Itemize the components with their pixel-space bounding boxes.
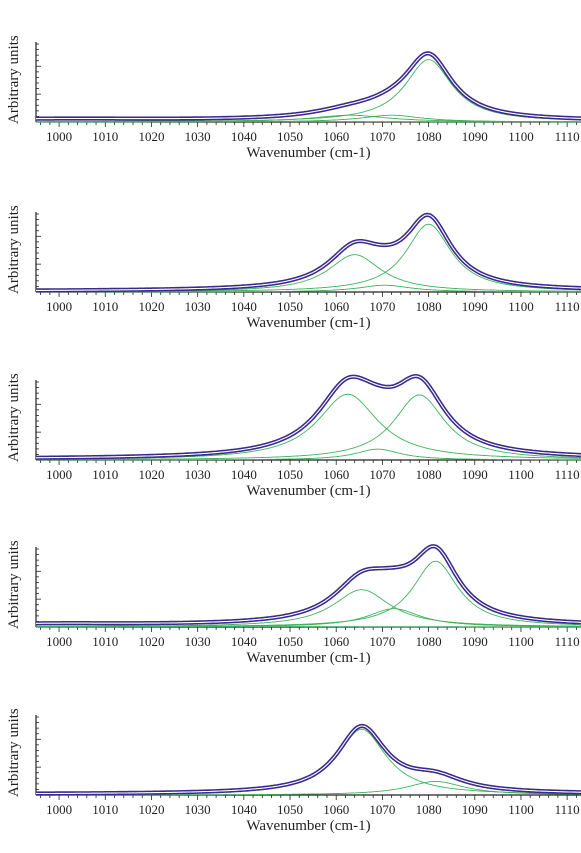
x-tick-label: 1080	[416, 467, 442, 482]
spectrum-panel-2: 1000 1010 1020 1030 1040 1050 1060 1070 1080 1090…	[0, 170, 581, 340]
fitted-envelope-line	[36, 52, 581, 120]
spectrum-plot-3: 1000 1010 1020 1030 1040 1050 1060 1070 1080 1090…	[35, 374, 581, 482]
x-tick-label: 1100	[508, 634, 534, 649]
x-axis-title: Wavenumber (cm-1)	[246, 315, 371, 331]
x-axis-title: Wavenumber (cm-1)	[246, 483, 371, 499]
x-tick-label: 1030	[185, 467, 211, 482]
x-tick-label: 1020	[138, 299, 164, 314]
x-tick-label: 1010	[92, 299, 118, 314]
x-tick-label: 1060	[323, 129, 349, 144]
x-tick-label: 1020	[138, 129, 164, 144]
x-tick-label: 1050	[277, 802, 303, 817]
x-tick-label: 1050	[277, 467, 303, 482]
x-tick-label: 1000	[46, 634, 72, 649]
x-tick-label: 1070	[369, 299, 395, 314]
x-tick-label: 1080	[416, 634, 442, 649]
x-tick-label: 1000	[46, 299, 72, 314]
x-axis-title: Wavenumber (cm-1)	[246, 818, 371, 834]
fitted-envelope-line	[36, 375, 581, 459]
x-tick-label: 1000	[46, 467, 72, 482]
x-tick-label: 1040	[231, 634, 257, 649]
measured-spectrum-line	[35, 723, 581, 796]
x-tick-label: 1050	[277, 634, 303, 649]
spectrum-panel-5: 1000 1010 1020 1030 1040 1050 1060 1070 1080 1090…	[0, 673, 581, 843]
x-tick-label: 1040	[231, 467, 257, 482]
fit-component-2	[36, 589, 581, 628]
x-tick-label: 1060	[323, 467, 349, 482]
x-tick-label: 1040	[231, 129, 257, 144]
x-tick-label: 1010	[92, 129, 118, 144]
x-tick-label: 1050	[277, 299, 303, 314]
fitted-envelope-line	[36, 214, 581, 291]
spectrum-plot-1: 1000 1010 1020 1030 1040 1050 1060 1070 1080 1090…	[35, 42, 581, 144]
spectrum-panel-4: 1000 1010 1020 1030 1040 1050 1060 1070 1080 1090…	[0, 505, 581, 675]
x-tick-label: 1040	[231, 299, 257, 314]
x-tick-label: 1030	[185, 299, 211, 314]
x-tick-label: 1030	[185, 129, 211, 144]
x-tick-label: 1110	[555, 467, 580, 482]
y-axis-title: Arbitrary units	[6, 35, 22, 124]
x-tick-label: 1070	[369, 129, 395, 144]
x-tick-label: 1080	[416, 299, 442, 314]
fit-component-1	[36, 393, 581, 460]
x-tick-label: 1080	[416, 129, 442, 144]
spectrum-plot-4: 1000 1010 1020 1030 1040 1050 1060 1070 1080 1090…	[35, 544, 581, 649]
x-tick-label: 1000	[46, 129, 72, 144]
x-tick-label: 1080	[416, 802, 442, 817]
x-tick-label: 1070	[369, 634, 395, 649]
x-tick-label: 1100	[508, 802, 534, 817]
x-tick-label: 1010	[92, 467, 118, 482]
x-tick-label: 1090	[462, 802, 488, 817]
x-tick-label: 1020	[138, 802, 164, 817]
y-axis-title: Arbitrary units	[6, 708, 22, 797]
x-tick-label: 1030	[185, 634, 211, 649]
x-tick-label: 1060	[323, 634, 349, 649]
x-tick-label: 1090	[462, 129, 488, 144]
x-tick-label: 1020	[138, 634, 164, 649]
x-tick-label: 1110	[555, 129, 580, 144]
fit-component-1	[36, 728, 581, 795]
measured-spectrum-line	[35, 51, 581, 121]
x-tick-label: 1100	[508, 467, 534, 482]
spectrum-plot-5: 1000 1010 1020 1030 1040 1050 1060 1070 1080 1090…	[35, 715, 581, 817]
x-tick-label: 1090	[462, 467, 488, 482]
fitted-envelope-line	[36, 725, 581, 795]
fit-component-1	[36, 560, 581, 628]
measured-spectrum-line	[35, 374, 581, 460]
spectrum-panel-1: 1000 1010 1020 1030 1040 1050 1060 1070 1080 1090…	[0, 0, 581, 170]
x-tick-label: 1090	[462, 634, 488, 649]
fit-component-4	[36, 624, 581, 628]
x-tick-label: 1010	[92, 634, 118, 649]
x-axis-title: Wavenumber (cm-1)	[246, 145, 371, 161]
x-tick-label: 1060	[323, 802, 349, 817]
fit-component-3	[36, 608, 581, 628]
fitted-envelope-line	[36, 545, 581, 624]
x-tick-label: 1020	[138, 467, 164, 482]
fit-component-3	[36, 114, 581, 123]
spectrum-plot-2: 1000 1010 1020 1030 1040 1050 1060 1070 1080 1090…	[35, 212, 581, 314]
y-axis-title: Arbitrary units	[6, 540, 22, 629]
x-tick-label: 1070	[369, 802, 395, 817]
x-tick-label: 1100	[508, 299, 534, 314]
y-axis-title: Arbitrary units	[6, 373, 22, 462]
x-tick-label: 1030	[185, 802, 211, 817]
x-tick-label: 1110	[555, 634, 580, 649]
x-tick-label: 1010	[92, 802, 118, 817]
fit-component-3	[36, 448, 581, 461]
y-axis-title: Arbitrary units	[6, 205, 22, 294]
x-tick-label: 1040	[231, 802, 257, 817]
x-tick-label: 1110	[555, 299, 580, 314]
x-tick-label: 1060	[323, 299, 349, 314]
x-tick-label: 1110	[555, 802, 580, 817]
measured-spectrum-line	[35, 212, 581, 293]
x-tick-label: 1050	[277, 129, 303, 144]
x-tick-label: 1070	[369, 467, 395, 482]
x-tick-label: 1090	[462, 299, 488, 314]
x-tick-label: 1100	[508, 129, 534, 144]
spectrum-panel-3: 1000 1010 1020 1030 1040 1050 1060 1070 1080 1090…	[0, 338, 581, 508]
fit-component-2	[36, 394, 581, 461]
x-axis-title: Wavenumber (cm-1)	[246, 650, 371, 666]
x-tick-label: 1000	[46, 802, 72, 817]
